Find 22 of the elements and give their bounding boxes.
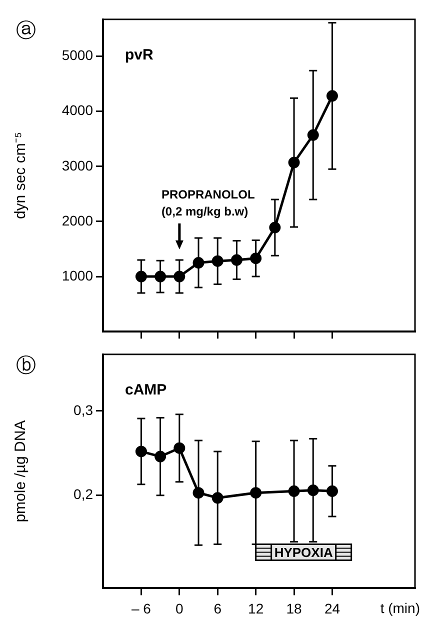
annotation: cAMP [125,381,167,398]
x-tick-label: 24 [324,600,340,616]
x-tick-label: 18 [286,600,302,616]
x-tick-label: 6 [214,600,222,616]
x-axis-title: t (min) [380,600,420,616]
y-tick-label: 0,2 [74,486,94,502]
y-tick-label: 1000 [62,267,94,284]
x-tick-label: 12 [248,600,264,616]
chart-title: ⓑ [16,354,36,377]
band-label: HYPOXIA [274,544,334,560]
annotation: pvR [125,46,154,64]
annotation: PROPRANOLOL (0,2 mg/kg b.w) [161,187,255,218]
x-tick-label: 0 [176,600,184,616]
y-axis-title: pmole /µg DNA [12,420,30,522]
chart-title: ⓐ [16,20,36,42]
y-tick-label: 3000 [62,157,94,174]
y-tick-label: 5000 [62,47,94,64]
y-tick-label: 4000 [62,102,94,118]
y-tick-label: 2000 [62,212,94,228]
y-tick-label: 0,3 [74,402,94,418]
x-tick-label: – 6 [131,600,152,616]
y-axis-title: dyn sec cm⁻⁵ [12,132,30,220]
